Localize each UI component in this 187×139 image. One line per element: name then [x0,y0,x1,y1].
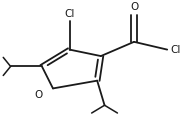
Text: O: O [130,2,138,12]
Text: Cl: Cl [171,45,181,55]
Text: O: O [34,90,42,100]
Text: Cl: Cl [64,8,75,18]
